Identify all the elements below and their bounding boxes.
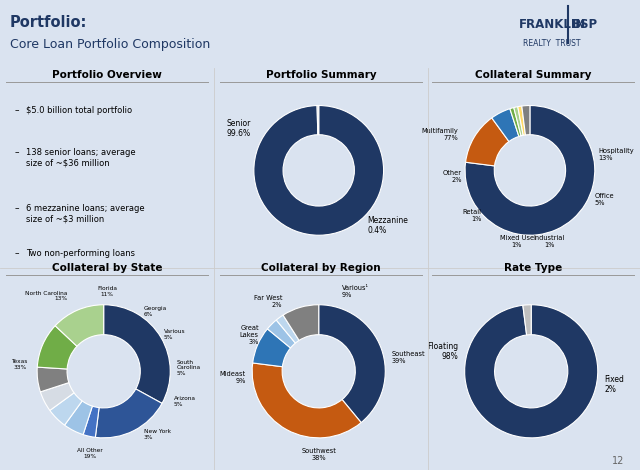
Wedge shape — [492, 109, 519, 141]
Text: Fixed
2%: Fixed 2% — [604, 375, 624, 394]
Text: REALTY  TRUST: REALTY TRUST — [523, 39, 580, 47]
Text: –: – — [14, 106, 19, 115]
Wedge shape — [83, 406, 99, 438]
Text: Great
Lakes
3%: Great Lakes 3% — [240, 325, 259, 345]
Wedge shape — [522, 105, 530, 135]
Wedge shape — [518, 106, 525, 135]
Wedge shape — [514, 107, 524, 136]
Text: –: – — [14, 148, 19, 157]
Text: Rate Type: Rate Type — [504, 263, 562, 273]
Wedge shape — [40, 383, 74, 410]
Text: Retail
1%: Retail 1% — [462, 209, 481, 222]
Text: Other
2%: Other 2% — [443, 170, 462, 183]
Text: Collateral Summary: Collateral Summary — [474, 70, 591, 80]
Text: Various¹
9%: Various¹ 9% — [342, 285, 369, 298]
Text: North Carolina
13%: North Carolina 13% — [25, 290, 67, 301]
Text: Multifamily
77%: Multifamily 77% — [422, 128, 459, 141]
Text: 6 mezzanine loans; average
size of ~$3 million: 6 mezzanine loans; average size of ~$3 m… — [26, 204, 144, 224]
Text: $5.0 billion total portfolio: $5.0 billion total portfolio — [26, 106, 132, 115]
Text: Portfolio:: Portfolio: — [10, 15, 87, 30]
Wedge shape — [254, 105, 383, 235]
Wedge shape — [253, 329, 291, 367]
Text: Industrial
1%: Industrial 1% — [534, 235, 565, 248]
Text: Office
5%: Office 5% — [595, 193, 614, 206]
Wedge shape — [276, 315, 299, 343]
Wedge shape — [283, 305, 319, 340]
Text: New York
3%: New York 3% — [143, 429, 171, 440]
Text: 12: 12 — [612, 456, 624, 466]
Text: Various
5%: Various 5% — [164, 329, 185, 340]
Text: South
Carolina
5%: South Carolina 5% — [177, 360, 201, 376]
Text: Southeast
39%: Southeast 39% — [392, 352, 426, 365]
Wedge shape — [37, 326, 77, 369]
Wedge shape — [268, 320, 296, 348]
Wedge shape — [465, 118, 509, 166]
Wedge shape — [319, 305, 385, 423]
Text: FRANKLIN: FRANKLIN — [518, 18, 586, 31]
Wedge shape — [465, 105, 595, 235]
Text: Hospitality
13%: Hospitality 13% — [598, 148, 634, 161]
Wedge shape — [510, 108, 521, 136]
Wedge shape — [55, 305, 104, 346]
Wedge shape — [104, 305, 170, 403]
Text: Mezzanine
0.4%: Mezzanine 0.4% — [367, 216, 408, 235]
Wedge shape — [50, 393, 82, 425]
Wedge shape — [523, 305, 531, 335]
Text: Core Loan Portfolio Composition: Core Loan Portfolio Composition — [10, 38, 210, 51]
Text: Collateral by State: Collateral by State — [52, 263, 163, 273]
Wedge shape — [317, 105, 319, 135]
Text: Senior
99.6%: Senior 99.6% — [227, 118, 251, 138]
Text: Two non-performing loans: Two non-performing loans — [26, 249, 134, 258]
Text: All Other
19%: All Other 19% — [77, 448, 103, 459]
Wedge shape — [252, 363, 361, 438]
Text: Mixed Use
1%: Mixed Use 1% — [500, 235, 534, 248]
Text: Georgia
6%: Georgia 6% — [143, 306, 167, 317]
Text: Texas
33%: Texas 33% — [11, 359, 27, 370]
Text: –: – — [14, 204, 19, 213]
Text: Collateral by Region: Collateral by Region — [261, 263, 381, 273]
Wedge shape — [465, 305, 598, 438]
Wedge shape — [65, 401, 92, 435]
Text: Florida
11%: Florida 11% — [97, 286, 117, 297]
Text: Mideast
9%: Mideast 9% — [220, 371, 246, 384]
Text: Southwest
38%: Southwest 38% — [301, 448, 336, 461]
Text: Arizona
5%: Arizona 5% — [173, 396, 196, 407]
Text: –: – — [14, 249, 19, 258]
Text: Portfolio Summary: Portfolio Summary — [266, 70, 376, 80]
Text: Portfolio Overview: Portfolio Overview — [52, 70, 162, 80]
Text: BSP: BSP — [572, 18, 598, 31]
Wedge shape — [37, 367, 69, 392]
Text: 138 senior loans; average
size of ~$36 million: 138 senior loans; average size of ~$36 m… — [26, 148, 135, 167]
Text: Floating
98%: Floating 98% — [427, 342, 458, 361]
Wedge shape — [95, 389, 162, 438]
Text: Far West
2%: Far West 2% — [253, 295, 282, 308]
